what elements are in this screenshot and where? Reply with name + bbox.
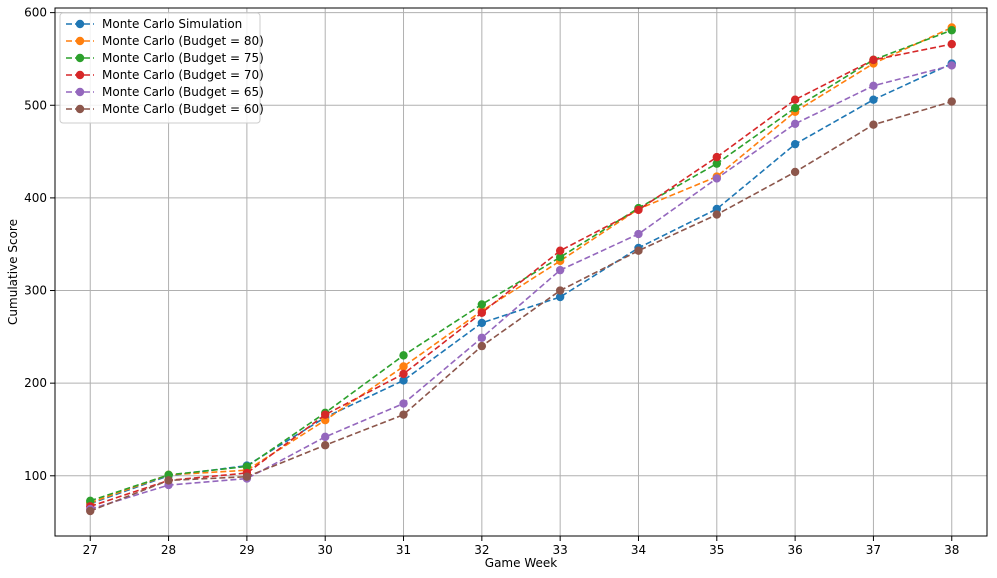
x-tick-label: 27 xyxy=(83,543,98,557)
data-point xyxy=(477,308,487,317)
data-point xyxy=(477,333,487,342)
y-tick-label: 300 xyxy=(24,284,47,298)
legend-entry: Monte Carlo (Budget = 60) xyxy=(66,102,264,116)
series-group xyxy=(86,23,956,516)
x-tick-label: 31 xyxy=(396,543,411,557)
series-line xyxy=(89,43,952,508)
data-point xyxy=(947,39,956,49)
data-point xyxy=(634,246,643,255)
data-point xyxy=(947,26,956,35)
legend-marker xyxy=(75,87,85,97)
data-point xyxy=(399,376,408,385)
legend-box xyxy=(59,12,261,124)
legend-label: Monte Carlo (Budget = 65) xyxy=(102,85,264,99)
data-point xyxy=(477,341,487,351)
legend: Monte Carlo Simulation Monte Carlo (Budge… xyxy=(59,12,264,124)
series-line xyxy=(89,62,953,505)
data-point xyxy=(712,210,721,219)
data-point xyxy=(477,300,487,309)
x-tick-label: 34 xyxy=(631,543,646,557)
data-point xyxy=(555,265,565,275)
legend-label: Monte Carlo (Budget = 70) xyxy=(102,68,264,82)
legend-entry: Monte Carlo (Budget = 75) xyxy=(66,51,264,65)
data-point xyxy=(947,97,956,106)
x-tick-label: 28 xyxy=(161,543,176,557)
data-point xyxy=(869,120,878,129)
legend-entry: Monte Carlo (Budget = 80) xyxy=(66,34,264,48)
legend-marker xyxy=(75,53,85,63)
data-point xyxy=(86,506,95,516)
legend-label: Monte Carlo (Budget = 60) xyxy=(102,102,264,116)
x-tick-label: 35 xyxy=(709,543,724,557)
y-axis-label: Cumulative Score xyxy=(6,219,20,325)
data-point xyxy=(555,252,565,262)
data-point xyxy=(712,174,721,183)
data-point xyxy=(869,95,878,104)
series-line xyxy=(89,64,953,510)
data-point xyxy=(790,103,800,113)
series-line xyxy=(89,100,953,512)
data-point xyxy=(242,472,252,481)
data-point xyxy=(790,167,800,177)
legend-entry: Monte Carlo Simulation xyxy=(66,17,242,31)
data-point xyxy=(321,432,330,442)
data-point xyxy=(869,81,878,91)
legend-entry: Monte Carlo (Budget = 65) xyxy=(66,85,264,99)
data-point xyxy=(399,369,408,379)
data-point xyxy=(712,152,721,162)
data-point xyxy=(321,441,330,450)
data-point xyxy=(790,95,800,104)
x-tick-label: 37 xyxy=(866,543,881,557)
data-point xyxy=(399,351,408,360)
y-tick-label: 500 xyxy=(24,98,47,112)
x-tick-label: 38 xyxy=(944,543,959,557)
series-6 xyxy=(86,97,956,516)
data-point xyxy=(712,159,721,168)
x-axis-label: Game Week xyxy=(485,556,557,570)
legend-label: Monte Carlo (Budget = 80) xyxy=(102,34,264,48)
data-point xyxy=(399,399,408,408)
y-tick-label: 200 xyxy=(24,376,47,390)
data-point xyxy=(869,55,878,65)
data-point xyxy=(634,229,643,239)
legend-entry: Monte Carlo (Budget = 70) xyxy=(66,68,264,82)
series-5 xyxy=(86,61,956,514)
x-tick-label: 30 xyxy=(318,543,333,557)
legend-label: Monte Carlo (Budget = 75) xyxy=(102,51,264,65)
x-tick-label: 29 xyxy=(239,543,254,557)
data-point xyxy=(321,410,330,419)
data-point xyxy=(555,292,565,302)
data-point xyxy=(947,61,956,70)
data-point xyxy=(555,286,565,295)
axes: 27 28 29 30 31 32 33 34 35 36 37 38 100 200 300 400 500 6… xyxy=(24,6,988,557)
x-tick-label: 36 xyxy=(787,543,802,557)
data-point xyxy=(399,362,408,371)
series-line xyxy=(89,26,953,504)
data-point xyxy=(242,462,252,471)
data-point xyxy=(634,205,643,215)
plot-frame xyxy=(54,7,988,537)
data-point xyxy=(790,139,800,149)
legend-marker xyxy=(75,104,85,114)
legend-marker xyxy=(75,70,85,80)
x-tick-label: 33 xyxy=(553,543,568,557)
legend-label: Monte Carlo Simulation xyxy=(102,17,242,31)
y-tick-label: 100 xyxy=(24,469,47,483)
series-1 xyxy=(86,59,956,508)
series-4 xyxy=(86,39,956,511)
data-point xyxy=(399,410,408,419)
data-point xyxy=(790,119,800,128)
data-point xyxy=(477,318,487,328)
x-tick-label: 32 xyxy=(474,543,489,557)
data-point xyxy=(555,246,565,255)
legend-marker xyxy=(75,36,85,46)
y-tick-label: 400 xyxy=(24,191,47,205)
series-line xyxy=(89,29,953,502)
data-point xyxy=(164,476,173,485)
y-tick-label: 600 xyxy=(24,6,47,20)
legend-marker xyxy=(75,19,85,29)
